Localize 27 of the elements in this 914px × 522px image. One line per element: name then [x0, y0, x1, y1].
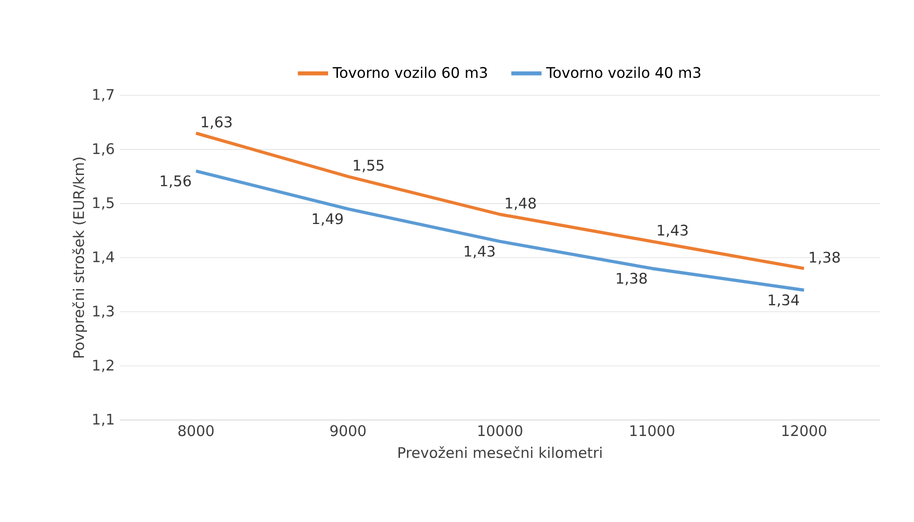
x-tick-label: 10000 [478, 425, 522, 436]
legend-label: Tovorno vozilo 60 m3 [332, 66, 487, 78]
data-label: 1,38 [810, 252, 840, 264]
y-tick-label: 1,5 [93, 197, 114, 210]
line-series [194, 132, 806, 270]
legend-label: Tovorno vozilo 40 m3 [546, 66, 700, 78]
data-label: 1,63 [202, 116, 232, 129]
data-label: 1,55 [354, 160, 384, 172]
data-label: 1,38 [616, 272, 647, 286]
x-tick-label: 8000 [178, 425, 214, 436]
y-tick-label: 1,6 [93, 143, 114, 156]
y-tick-label: 1,1 [93, 414, 114, 426]
x-tick-label: 12000 [782, 425, 826, 436]
y-tick-label: 1,2 [93, 360, 114, 372]
y-axis-title: Povprečni strošek (EUR/km) [72, 158, 87, 358]
x-tick-label: 9000 [330, 425, 366, 436]
x-tick-label: 11000 [630, 425, 674, 436]
data-label: 1,48 [506, 198, 536, 210]
data-label: 1,49 [312, 213, 343, 226]
y-tick-label: 1,4 [93, 251, 114, 264]
data-label: 1,56 [160, 175, 191, 188]
data-label: 1,43 [464, 246, 495, 258]
data-label: 1,43 [658, 224, 688, 238]
data-label: 1,34 [768, 294, 799, 307]
y-tick-label: 1,7 [93, 89, 114, 102]
x-axis-title: Prevoženi mesečni kilometri [398, 446, 602, 458]
y-tick-label: 1,3 [93, 306, 114, 318]
